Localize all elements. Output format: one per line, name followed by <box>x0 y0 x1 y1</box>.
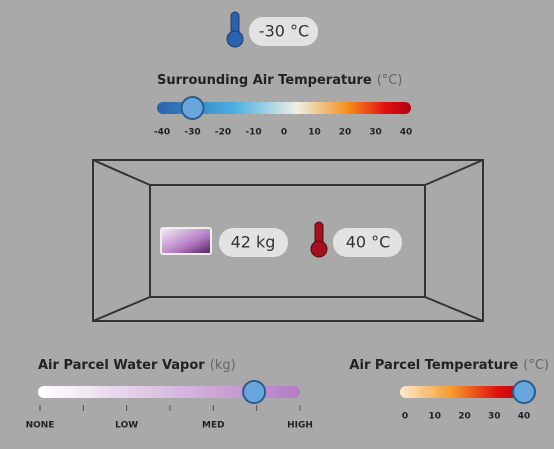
readout-pill <box>219 228 288 257</box>
tick-label: -40 <box>154 128 170 138</box>
slider-thumb[interactable] <box>512 380 536 404</box>
water-vapor-swatch <box>160 227 212 255</box>
parcel-water-vapor-readout: 42 kg <box>231 233 276 252</box>
slider-thumb[interactable] <box>242 380 267 404</box>
tick-label: 40 <box>400 128 413 138</box>
tick-label: -10 <box>245 128 261 138</box>
readout-pill <box>249 17 318 46</box>
tick-label: 10 <box>428 412 441 422</box>
tick-label: 20 <box>339 128 352 138</box>
tick-label: NONE <box>26 421 55 431</box>
tick-label: 40 <box>518 412 531 422</box>
tick-label: 10 <box>308 128 321 138</box>
tick-label: -20 <box>215 128 231 138</box>
tick-label: 30 <box>369 128 382 138</box>
tick-label: 30 <box>488 412 501 422</box>
tick-label: 0 <box>281 128 287 138</box>
tick-label: LOW <box>115 421 138 431</box>
slider-track <box>157 102 411 114</box>
slider-title: Surrounding Air Temperature (°C) <box>157 73 402 88</box>
parcel-temperature-readout: 40 °C <box>346 233 391 252</box>
slider-track <box>38 386 300 398</box>
slider-title: Air Parcel Temperature (°C) <box>349 358 549 373</box>
tick-label: 0 <box>402 412 408 422</box>
thermometer-icon <box>226 11 244 48</box>
tick-label: -30 <box>184 128 200 138</box>
tick-label: MED <box>202 421 225 431</box>
slider-title: Air Parcel Water Vapor (kg) <box>38 358 236 373</box>
slider-thumb[interactable] <box>180 96 205 120</box>
slider-track <box>400 386 530 398</box>
room <box>92 159 484 322</box>
tick-label: 20 <box>458 412 471 422</box>
readout-pill <box>333 228 402 257</box>
tick-label: HIGH <box>287 421 313 431</box>
thermometer-icon <box>310 221 328 258</box>
surrounding-temperature-readout: -30 °C <box>259 22 309 41</box>
